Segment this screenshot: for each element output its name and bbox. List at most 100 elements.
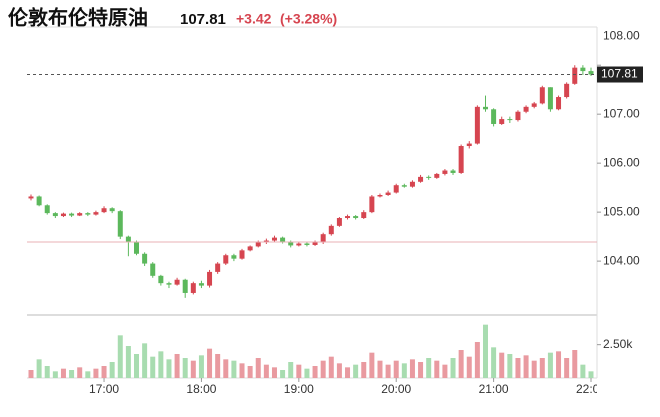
volume-bar xyxy=(190,360,196,378)
chart-title: 伦敦布伦特原油 xyxy=(8,5,148,29)
candle-body xyxy=(190,283,196,293)
candle-body xyxy=(255,242,261,247)
candle-body xyxy=(434,173,440,178)
x-tick-label: 17:00 xyxy=(89,382,119,396)
volume-bar xyxy=(28,370,34,378)
x-tick-label: 21:00 xyxy=(479,382,509,396)
volume-bar xyxy=(434,360,440,378)
volume-bar xyxy=(547,352,553,378)
volume-bar xyxy=(296,364,302,378)
candle-body xyxy=(239,250,245,259)
x-tick-label: 18:00 xyxy=(186,382,216,396)
volume-bar xyxy=(385,364,391,378)
candle-body xyxy=(166,283,172,285)
volume-bar xyxy=(304,368,310,378)
candle-body xyxy=(401,185,407,187)
candle-body xyxy=(409,181,415,187)
candle-body xyxy=(547,87,553,110)
candle-body xyxy=(588,71,594,75)
volume-bar xyxy=(564,358,570,378)
x-tick-label: 19:00 xyxy=(284,382,314,396)
candle-body xyxy=(125,236,131,242)
candle-body xyxy=(223,255,229,264)
candle-body xyxy=(336,218,342,226)
x-tick-label: 22:00 xyxy=(576,382,606,396)
volume-bar xyxy=(60,368,66,378)
candle-body xyxy=(312,242,318,245)
y-tick-label: 104.00 xyxy=(603,253,640,267)
candle-body xyxy=(93,212,99,215)
candle-body xyxy=(150,263,156,276)
volume-bar xyxy=(223,359,229,378)
volume-bar xyxy=(93,368,99,378)
candle-body xyxy=(482,106,488,110)
candle-body xyxy=(304,243,310,245)
candle-body xyxy=(580,67,586,72)
volume-bar xyxy=(458,350,464,378)
volume-bar xyxy=(482,324,488,378)
candle-body xyxy=(523,106,529,112)
candle-body xyxy=(296,243,302,246)
volume-bar xyxy=(466,356,472,378)
y-tick-label: 106.00 xyxy=(603,155,640,169)
last-price: 107.81 xyxy=(180,11,226,28)
change: +3.42 xyxy=(236,11,272,27)
volume-bar xyxy=(158,351,164,378)
candle-body xyxy=(288,241,294,246)
volume-bar xyxy=(134,354,140,378)
candle-body xyxy=(426,176,432,178)
volume-bar xyxy=(69,370,75,378)
candle-body xyxy=(328,225,334,235)
candle-body xyxy=(564,83,570,98)
volume-bar xyxy=(401,363,407,378)
volume-bar xyxy=(77,367,83,378)
candle-body xyxy=(450,170,456,173)
candle-body xyxy=(377,195,383,197)
last-price-box xyxy=(597,66,643,83)
change-pct: (+3.28%) xyxy=(280,11,337,27)
volume-bar xyxy=(369,352,375,378)
y-tick-label: 107.00 xyxy=(603,106,640,120)
volume-bar xyxy=(328,356,334,378)
candle-body xyxy=(320,234,326,243)
volume-bar xyxy=(280,370,286,378)
candle-body xyxy=(507,119,513,121)
volume-bar xyxy=(361,362,367,378)
volume-bar xyxy=(572,350,578,378)
volume-bar xyxy=(539,358,545,378)
volume-bar xyxy=(247,366,253,378)
volume-bar xyxy=(588,371,594,378)
candle-body xyxy=(142,253,148,264)
candle-body xyxy=(458,146,464,173)
candle-body xyxy=(134,241,140,254)
volume-bar xyxy=(109,362,115,378)
candle-body xyxy=(531,103,537,107)
candle-body xyxy=(361,212,367,219)
volume-bar xyxy=(393,360,399,378)
candle-body xyxy=(280,237,286,242)
volume-bar xyxy=(531,360,537,378)
candle-body xyxy=(158,275,164,284)
volume-bar xyxy=(450,358,456,378)
candle-body xyxy=(182,279,188,293)
y-tick-label: 105.00 xyxy=(603,204,640,218)
candle-body xyxy=(393,185,399,193)
candle-body xyxy=(36,196,42,206)
volume-bar xyxy=(312,366,318,378)
candle-body xyxy=(207,271,213,286)
candle-body xyxy=(345,216,351,219)
candle-body xyxy=(44,205,50,214)
candle-body xyxy=(515,111,521,121)
candle-body xyxy=(353,216,359,219)
candle-body xyxy=(69,213,75,216)
volume-bar xyxy=(353,364,359,378)
volume-bar xyxy=(474,342,480,378)
volume-bar xyxy=(85,371,91,378)
candle-body xyxy=(385,192,391,195)
volume-bar xyxy=(150,356,156,378)
volume-bar xyxy=(320,360,326,378)
candle-body xyxy=(60,213,66,217)
volume-bar xyxy=(231,360,237,378)
volume-bar xyxy=(263,364,269,378)
candle-body xyxy=(474,106,480,144)
